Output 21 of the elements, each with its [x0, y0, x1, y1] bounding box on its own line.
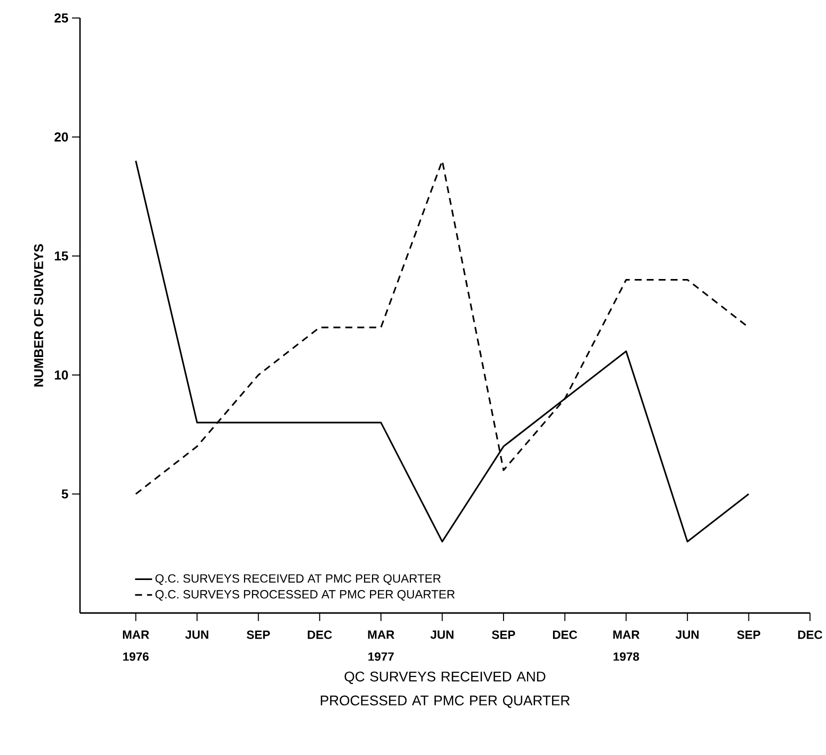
x-tick-label: JUN — [185, 630, 208, 639]
x-axis-title: QC SURVEYS RECEIVED AND PROCESSED AT PMC PER QUARTER — [320, 672, 570, 708]
x-tick-label: DEC — [798, 630, 822, 639]
y-axis-title: NUMBER OF SURVEYS — [34, 244, 44, 386]
x-tick-label: MAR 1978 — [613, 630, 640, 661]
x-tick-label: JUN — [676, 630, 699, 639]
y-tick-label: 20 — [54, 132, 68, 142]
legend-label: Q.C. SURVEYS PROCESSED AT PMC PER QUARTER — [155, 590, 455, 601]
legend-label: Q.C. SURVEYS RECEIVED AT PMC PER QUARTER — [155, 574, 441, 585]
x-tick-label: MAR 1977 — [368, 630, 394, 661]
x-tick-label: SEP — [492, 630, 516, 639]
x-tick-label: SEP — [246, 630, 270, 639]
y-tick-label: 10 — [54, 370, 68, 380]
y-tick-label: 5 — [62, 489, 68, 499]
y-tick-label: 15 — [54, 251, 68, 261]
x-tick-label: MAR 1976 — [122, 630, 150, 661]
x-tick-label: DEC — [308, 630, 332, 639]
x-tick-label: DEC — [553, 630, 578, 639]
y-tick-label: 25 — [54, 13, 68, 23]
x-tick-label: SEP — [737, 630, 760, 639]
x-tick-label: JUN — [430, 630, 454, 639]
